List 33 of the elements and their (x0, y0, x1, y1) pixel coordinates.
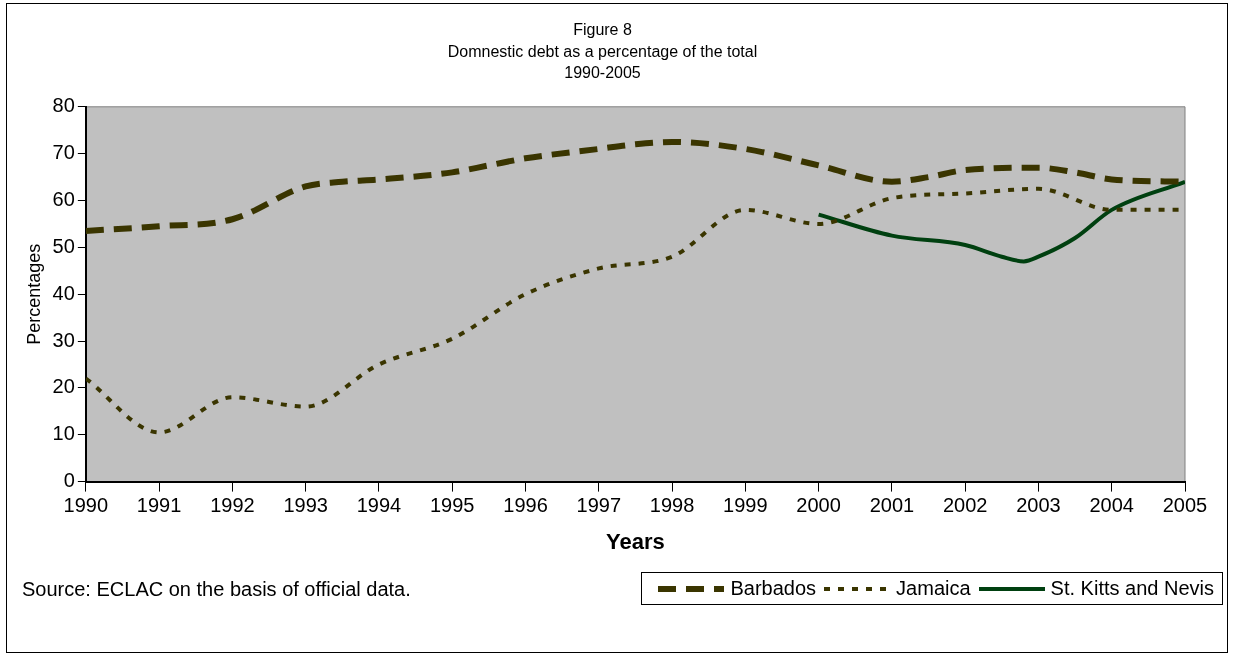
x-tick-label: 1998 (649, 494, 695, 517)
x-tick-label: 2003 (1016, 494, 1061, 517)
y-tick-label: 10 (52, 422, 75, 445)
y-tick-label: 60 (52, 188, 75, 211)
x-tick-label: 2002 (942, 494, 988, 517)
x-tick-label: 2005 (1162, 494, 1208, 517)
y-tick-label: 40 (52, 281, 75, 304)
chart-title: Figure 8 Domnestic debt as a percentage of the total 1990-2005 (447, 21, 758, 82)
source-note: Source: ECLAC on the basis of official data. (22, 578, 411, 601)
legend-label: Jamaica (896, 577, 971, 600)
y-tick-label: 20 (52, 375, 75, 398)
x-tick-label: 1992 (210, 494, 255, 517)
y-tick-label: 50 (52, 234, 75, 257)
x-tick-label: 1993 (283, 494, 328, 517)
x-tick-label: 2000 (796, 494, 841, 517)
x-tick-label: 1991 (136, 494, 182, 517)
x-tick-label: 1995 (429, 494, 475, 517)
x-tick-label: 2001 (869, 494, 915, 517)
line-series (816, 179, 1185, 264)
x-tick-label: 1996 (503, 494, 548, 517)
y-axis-title: Percentages (23, 243, 44, 345)
x-tick-label: 1994 (356, 494, 402, 517)
y-tick-label: 0 (63, 469, 75, 492)
x-tick-label: 1997 (576, 494, 622, 517)
legend-label: St. Kitts and Nevis (1050, 577, 1214, 600)
y-tick-label: 80 (52, 94, 75, 117)
x-tick-label: 1990 (63, 494, 109, 517)
y-tick-label: 70 (52, 141, 75, 164)
y-tick-label: 30 (52, 328, 75, 351)
x-tick-label: 1999 (723, 494, 768, 517)
x-tick-label: 2004 (1089, 494, 1134, 517)
x-axis-title: Years (606, 528, 665, 554)
legend-label: Barbados (730, 577, 817, 600)
